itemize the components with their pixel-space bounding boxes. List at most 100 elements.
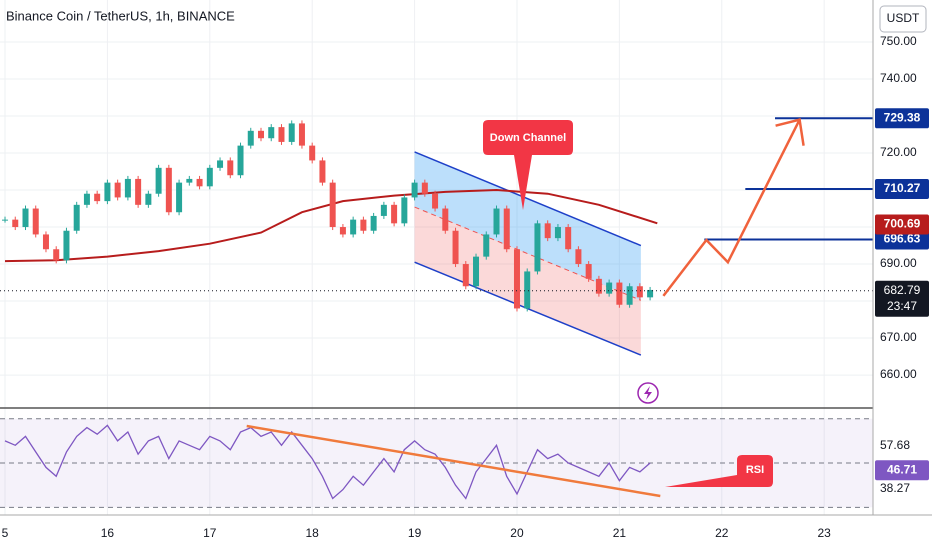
- level-label: 729.38: [884, 110, 921, 124]
- x-tick-label: 17: [203, 526, 217, 540]
- x-tick-label: 5: [2, 526, 9, 540]
- candle: [432, 193, 439, 209]
- candle: [309, 145, 316, 161]
- candle: [186, 178, 193, 183]
- x-tick-label: 18: [306, 526, 320, 540]
- candle: [12, 219, 19, 228]
- candle: [391, 204, 398, 224]
- candle: [165, 167, 172, 213]
- x-tick-label: 16: [101, 526, 115, 540]
- candle: [421, 182, 428, 194]
- candle: [237, 145, 244, 176]
- rsi-line: [4, 424, 651, 500]
- rsi-tick-label: 38.27: [880, 481, 910, 495]
- callout-shape: [483, 120, 573, 210]
- candle: [53, 249, 60, 261]
- annotation-text: Down Channel: [490, 132, 566, 144]
- x-tick-label: 21: [613, 526, 627, 540]
- last-price-label: 682.79: [884, 283, 921, 297]
- candle: [575, 249, 582, 265]
- candle: [124, 178, 131, 198]
- rsi-tick-label: 57.68: [880, 438, 910, 452]
- y-tick-label: 670.00: [880, 330, 917, 344]
- annotation-text: RSI: [746, 464, 764, 476]
- candle: [534, 223, 541, 272]
- candle: [94, 193, 101, 202]
- level-label: 710.27: [884, 181, 921, 195]
- x-tick-label: 23: [817, 526, 831, 540]
- candle: [554, 227, 561, 239]
- candle: [411, 182, 418, 198]
- candle: [114, 182, 121, 198]
- currency-box: [879, 5, 927, 33]
- candle: [145, 193, 152, 205]
- annotation-callout: RSI: [665, 455, 773, 487]
- currency-label: USDT: [887, 11, 920, 25]
- candle: [42, 234, 49, 250]
- x-tick-label: 19: [408, 526, 422, 540]
- candle: [380, 204, 387, 216]
- candle: [503, 208, 510, 250]
- candle: [227, 160, 234, 176]
- candle: [585, 264, 592, 279]
- candle: [22, 208, 29, 228]
- countdown-label: 23:47: [887, 299, 917, 313]
- level-label-box: [875, 179, 929, 200]
- candle: [206, 167, 213, 187]
- candle: [217, 160, 224, 168]
- candle: [452, 230, 459, 265]
- x-tick-label: 20: [510, 526, 524, 540]
- candle: [278, 127, 285, 142]
- channel-upper-fill: [414, 151, 641, 301]
- plot: Down Channel RSI: [0, 117, 873, 500]
- candle: [155, 167, 162, 194]
- candle: [595, 278, 602, 294]
- y-tick-label: 750.00: [880, 34, 917, 48]
- annotation-callout: Down Channel: [483, 120, 573, 210]
- candle: [32, 208, 39, 235]
- candle: [544, 223, 551, 239]
- ma-value-label-box: [875, 214, 929, 235]
- candle: [196, 178, 203, 187]
- candle: [616, 282, 623, 305]
- rsi-value-label-box: [875, 460, 929, 481]
- alert-icon[interactable]: [637, 382, 659, 404]
- channel-mid-line: [414, 206, 642, 301]
- level-label: 696.63: [884, 232, 921, 246]
- candle: [565, 227, 572, 250]
- candle: [462, 264, 469, 287]
- candle: [288, 123, 295, 142]
- candle: [350, 219, 357, 235]
- rsi-value-label: 46.71: [887, 462, 917, 476]
- candle: [370, 215, 377, 231]
- candle: [360, 219, 367, 231]
- candle: [104, 182, 111, 202]
- candle: [524, 271, 531, 309]
- moving-average: [4, 188, 658, 263]
- grid: [0, 0, 873, 515]
- candle: [513, 249, 520, 309]
- candle: [257, 130, 264, 139]
- candle: [73, 204, 80, 231]
- candle: [135, 178, 142, 205]
- level-label-box: [875, 108, 929, 129]
- candle: [2, 219, 9, 221]
- channel-upper-line: [414, 151, 642, 247]
- callout-shape: [665, 455, 773, 487]
- candle: [298, 123, 305, 146]
- candle: [329, 182, 336, 228]
- channel-lower-line: [414, 261, 642, 356]
- candle: [606, 282, 613, 294]
- candle: [442, 208, 449, 231]
- y-tick-label: 740.00: [880, 71, 917, 85]
- candle: [473, 256, 480, 287]
- y-tick-label: 690.00: [880, 256, 917, 270]
- rsi-trendline: [246, 424, 661, 498]
- candle: [176, 182, 183, 213]
- candle: [268, 127, 275, 139]
- axes: 51617181920212223750.00740.00730.00720.0…: [2, 5, 929, 540]
- projection-arrowhead: [775, 118, 805, 146]
- y-tick-label: 660.00: [880, 367, 917, 381]
- last-price-box: [875, 280, 929, 317]
